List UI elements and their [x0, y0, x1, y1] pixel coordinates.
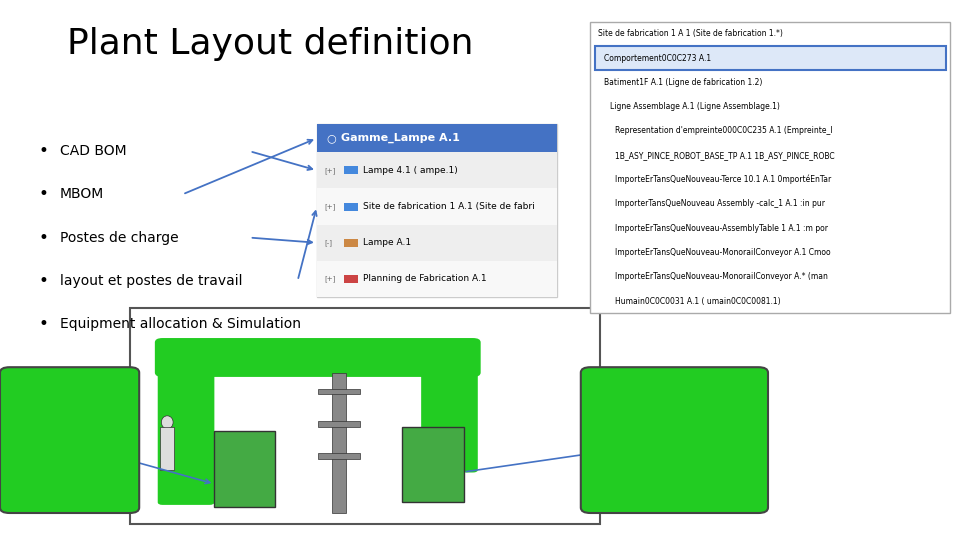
Text: Site de fabrication 1 A.1 (Site de fabri: Site de fabrication 1 A.1 (Site de fabri: [363, 202, 535, 211]
Bar: [344, 202, 358, 211]
FancyBboxPatch shape: [581, 367, 768, 513]
Bar: [344, 275, 358, 283]
Text: Lampe A.1: Lampe A.1: [363, 238, 411, 247]
Bar: [344, 239, 358, 247]
Text: Humain0C0C0031 A.1 ( umain0C0C0081.1): Humain0C0C0031 A.1 ( umain0C0C0081.1): [615, 296, 781, 306]
Text: Postes de charge: Postes de charge: [60, 231, 179, 245]
Bar: [590, 22, 950, 313]
Text: ImporteErTansQueNouveau-Terce 10.1 A.1 0mportéEnTar: ImporteErTansQueNouveau-Terce 10.1 A.1 0…: [615, 175, 831, 184]
Text: Planning de Fabrication A.1: Planning de Fabrication A.1: [363, 274, 487, 284]
Text: Comportement0C0C273 A.1: Comportement0C0C273 A.1: [604, 53, 711, 63]
Bar: [130, 308, 600, 524]
Text: 1B_ASY_PINCE_ROBOT_BASE_TP A.1 1B_ASY_PINCE_ROBC: 1B_ASY_PINCE_ROBOT_BASE_TP A.1 1B_ASY_PI…: [615, 151, 835, 160]
FancyBboxPatch shape: [155, 338, 481, 377]
Text: ImporteErTansQueNouveau-MonorailConveyor A.* (man: ImporteErTansQueNouveau-MonorailConveyor…: [615, 272, 828, 281]
Text: MBOM: MBOM: [60, 187, 104, 201]
Bar: [317, 152, 557, 188]
FancyBboxPatch shape: [421, 340, 478, 472]
Bar: [344, 166, 358, 174]
Bar: [160, 427, 175, 470]
Text: •: •: [38, 142, 48, 160]
Text: layout et postes de travail: layout et postes de travail: [60, 274, 242, 288]
Text: Representation d'empreinte000C0C235 A.1 (Empreinte_l: Representation d'empreinte000C0C235 A.1 …: [615, 126, 833, 136]
Text: [+]: [+]: [324, 167, 336, 174]
Text: •: •: [38, 185, 48, 204]
FancyBboxPatch shape: [157, 340, 214, 505]
Text: •: •: [38, 315, 48, 333]
Bar: [317, 225, 557, 261]
Bar: [318, 421, 360, 427]
Text: [+]: [+]: [324, 275, 336, 282]
Bar: [317, 124, 557, 152]
Text: •: •: [38, 272, 48, 290]
Text: [+]: [+]: [324, 203, 336, 210]
Text: Ligne Assemblage A.1 (Ligne Assemblage.1): Ligne Assemblage A.1 (Ligne Assemblage.1…: [610, 102, 780, 111]
Bar: [318, 454, 360, 459]
Text: Site de fabrication 1 A 1 (Site de fabrication 1.*): Site de fabrication 1 A 1 (Site de fabri…: [598, 29, 783, 38]
Bar: [317, 188, 557, 225]
Bar: [332, 373, 346, 513]
Bar: [318, 389, 360, 394]
Text: CAD BOM: CAD BOM: [60, 144, 126, 158]
Text: Equipment allocation & Simulation: Equipment allocation & Simulation: [60, 317, 300, 331]
Bar: [402, 427, 464, 502]
Bar: [317, 261, 557, 297]
Text: ImporterTansQueNouveau Assembly -calc_1 A.1 :in pur: ImporterTansQueNouveau Assembly -calc_1 …: [615, 199, 826, 208]
Ellipse shape: [161, 416, 173, 429]
FancyBboxPatch shape: [317, 124, 557, 297]
Bar: [214, 431, 276, 507]
Text: Gamme_Lampe A.1: Gamme_Lampe A.1: [341, 133, 460, 144]
FancyBboxPatch shape: [0, 367, 139, 513]
Text: Lampe 4.1 ( ampe.1): Lampe 4.1 ( ampe.1): [363, 166, 458, 175]
Text: [-]: [-]: [324, 239, 332, 246]
Text: ○: ○: [326, 133, 336, 143]
Text: ImporteErTansQueNouveau-MonorailConveyor A.1 Cmoo: ImporteErTansQueNouveau-MonorailConveyor…: [615, 248, 831, 257]
Text: •: •: [38, 228, 48, 247]
Text: Batiment1F A.1 (Ligne de fabrication 1.2): Batiment1F A.1 (Ligne de fabrication 1.2…: [604, 78, 762, 87]
Bar: [595, 46, 946, 70]
Text: ImporteErTansQueNouveau-AssemblyTable 1 A.1 :m por: ImporteErTansQueNouveau-AssemblyTable 1 …: [615, 224, 828, 233]
Text: Plant Layout definition: Plant Layout definition: [67, 27, 473, 61]
